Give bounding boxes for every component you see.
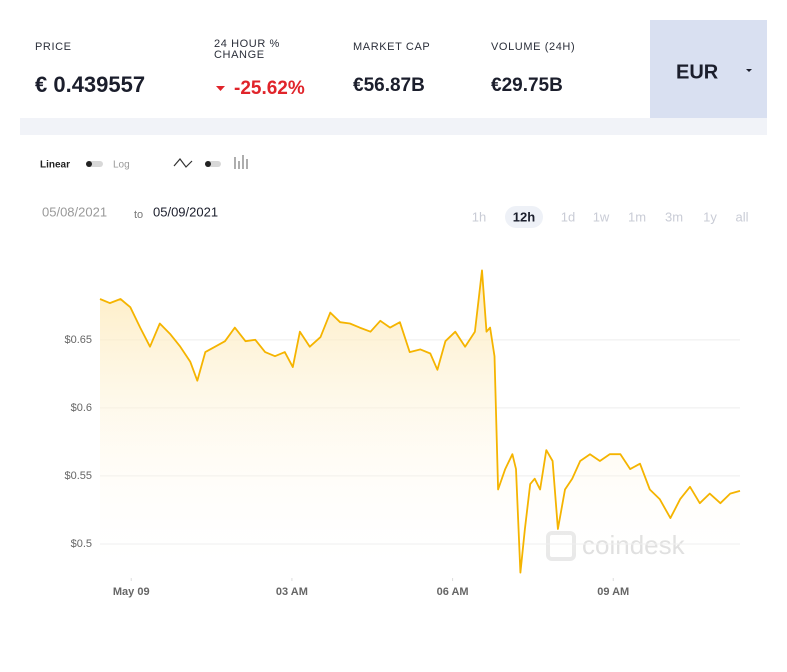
area [100, 270, 740, 578]
range-button[interactable]: 1w [593, 209, 610, 224]
range-button[interactable]: 1y [703, 209, 717, 224]
date-to[interactable]: 05/09/2021 [153, 204, 218, 219]
x-tick-label: May 09 [113, 586, 150, 598]
y-tick-label: $0.55 [64, 470, 92, 482]
currency[interactable]: EUR [676, 61, 719, 83]
volume-label: VOLUME (24H) [491, 41, 575, 53]
date-from[interactable]: 05/08/2021 [42, 204, 107, 219]
date-to-word: to [134, 209, 143, 221]
x-tick-label: 09 AM [597, 586, 629, 598]
market-cap-label: MARKET CAP [353, 41, 430, 53]
range-buttons: 1h 12h 1d 1w 1m 3m 1y all [472, 206, 749, 228]
range-button[interactable]: 1d [561, 209, 575, 224]
toggle-knob [205, 161, 211, 167]
y-tick-label: $0.5 [71, 538, 92, 550]
line-icon[interactable] [173, 158, 193, 168]
range-button[interactable]: 12h [513, 209, 535, 224]
header-strip [20, 118, 767, 135]
linear-option[interactable]: Linear [40, 160, 70, 171]
change: -25.62% [234, 78, 305, 99]
price-label: PRICE [35, 41, 72, 53]
price-line [99, 269, 741, 574]
change-label-box: 24 HOUR % CHANGE [214, 39, 280, 61]
x-tick-label: 06 AM [437, 586, 469, 598]
range-button[interactable]: all [735, 209, 748, 224]
y-tick-label: $0.65 [64, 334, 92, 346]
x-tick-label: 03 AM [276, 586, 308, 598]
change-label: 24 HOUR % CHANGE [214, 39, 280, 61]
price: € 0.439557 [35, 72, 145, 97]
candle-icon[interactable] [234, 155, 248, 169]
y-tick-label: $0.6 [71, 402, 92, 414]
range-button[interactable]: 1h [472, 209, 486, 224]
range-button[interactable]: 1m [628, 209, 646, 224]
log-option[interactable]: Log [113, 160, 130, 171]
range-button[interactable]: 3m [665, 209, 683, 224]
volume: €29.75B [491, 75, 563, 96]
toggle-knob [86, 161, 92, 167]
dropdown-caret [746, 69, 752, 72]
down-arrow [216, 86, 225, 91]
active-range-bg [505, 206, 543, 228]
market-cap: €56.87B [353, 75, 425, 96]
